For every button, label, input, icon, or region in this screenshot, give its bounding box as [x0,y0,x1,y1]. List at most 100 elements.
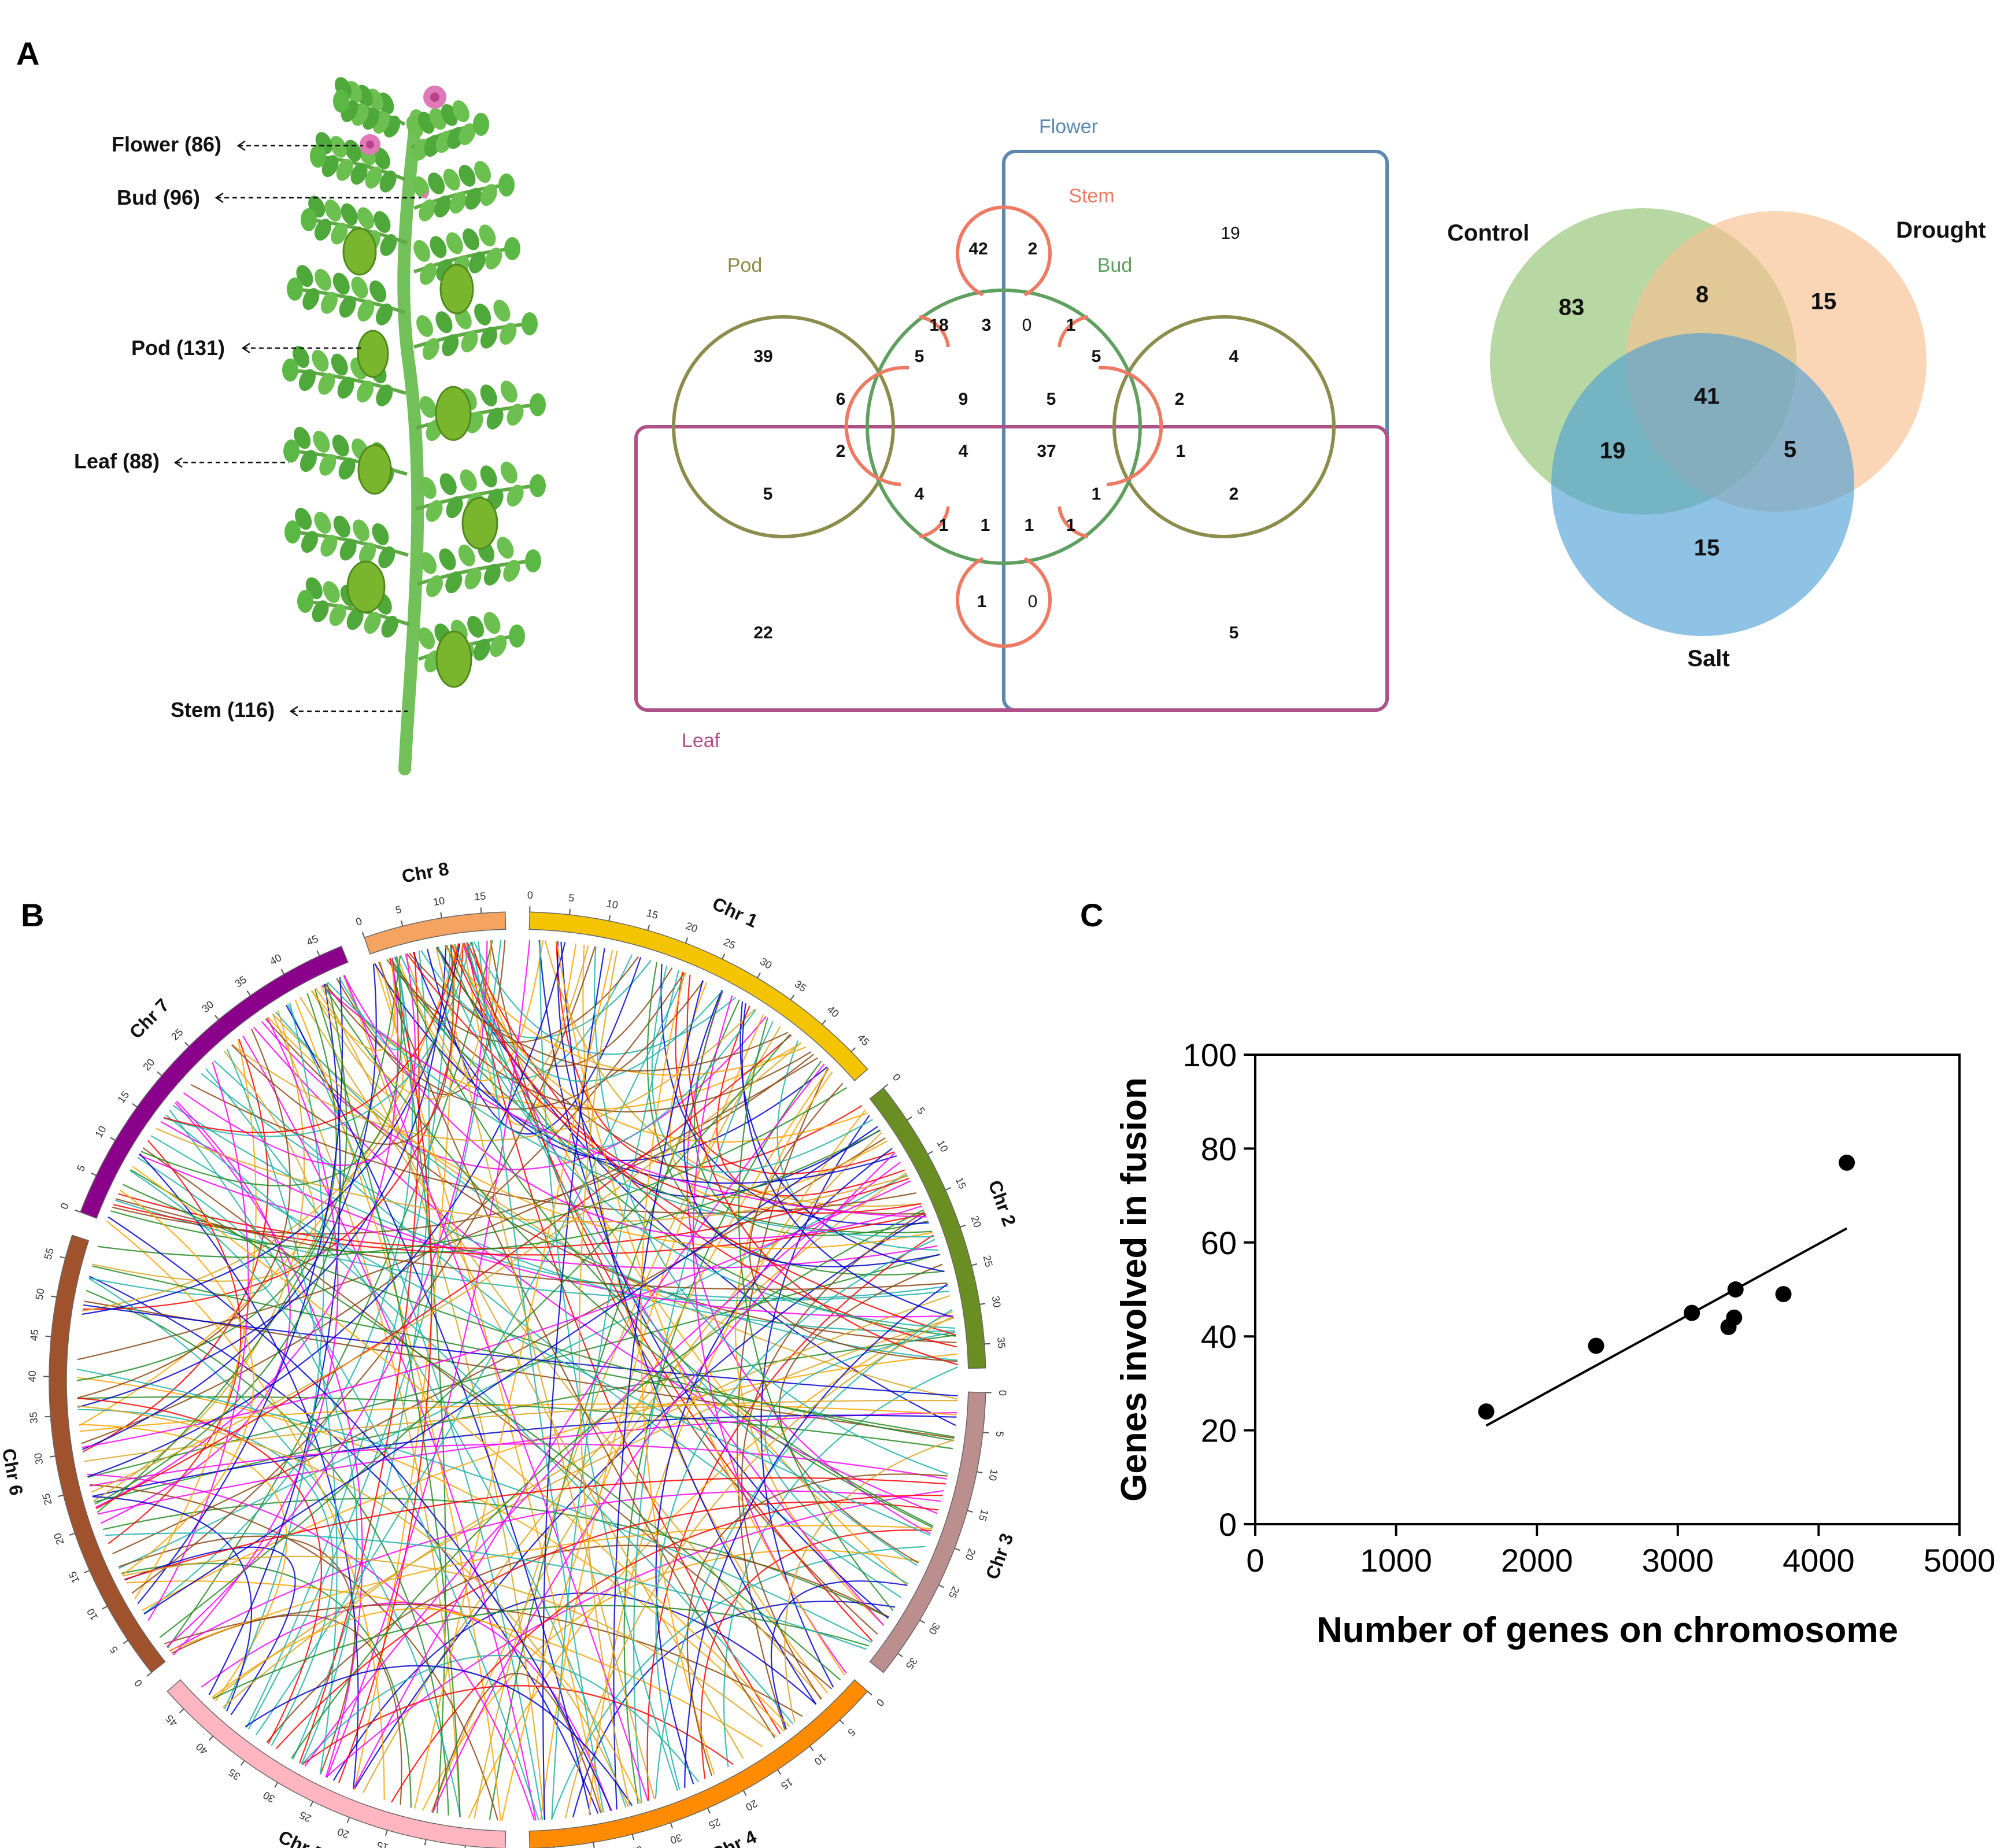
tick-mark [69,1532,75,1536]
tick-mark [132,1103,138,1108]
fusion-link [77,1029,291,1399]
leaflet-icon [369,280,387,302]
fusion-link [165,1114,794,1725]
leaflet-icon [320,291,338,314]
panel-b-letter: B [21,897,44,933]
tick-mark [593,1842,595,1848]
tick-label: 40 [268,952,283,967]
tick-label: 40 [825,1003,841,1019]
chromosome-arc [167,1679,506,1848]
tick-label: 30 [926,1621,942,1636]
tick-label: 15 [474,890,486,903]
leaflet-icon [439,548,456,571]
venn5-count: 1 [981,516,990,535]
fusion-link [478,941,604,1813]
fusion-link [390,958,812,1113]
stem-set-boundary [1098,365,1163,486]
x-tick-label: 1000 [1360,1542,1432,1579]
fusion-link [222,1295,951,1709]
leaflet-icon [479,224,496,247]
fusion-link [686,974,958,1366]
leaflet-icon [330,135,347,158]
fusion-link [406,953,956,1336]
y-tick-label: 40 [1201,1318,1237,1355]
x-axis-ticks: 0 1000 2000 3000 4000 5000 [1246,1524,1995,1579]
tick-label: 45 [164,1713,180,1729]
tick-label: 5 [108,1644,120,1655]
tick-mark [60,1256,66,1259]
tick-label: 10 [84,1606,100,1622]
leaflet-icon [497,537,514,559]
tick-mark [822,1019,827,1025]
fusion-link [432,1672,601,1813]
tick-label: 30 [32,1452,45,1465]
leaflet-icon [420,552,437,574]
fusion-link [124,1546,296,1716]
leaflet-icon [412,176,430,198]
tick-mark [919,1619,925,1624]
fusion-link [105,1532,867,1650]
leaflet-icon [344,139,361,162]
tick-mark [938,1584,944,1588]
venn5-count: 39 [753,347,772,366]
chromosome-arc [49,1235,166,1673]
x-tick-label: 2000 [1501,1542,1573,1579]
leaflet-icon [332,272,350,295]
tick-mark [184,1041,190,1047]
tick-label: 30 [669,1831,683,1846]
leaflet-icon [430,236,447,258]
leaflet-icon [300,450,317,472]
fusion-link [686,1473,948,1776]
tick-label: 30 [199,999,216,1015]
fusion-link [421,1549,919,1811]
fusion-link [332,1592,817,1781]
leaflet-icon [416,315,434,337]
leaflet-icon [446,496,463,519]
venn3-drought-label: Drought [1896,217,1986,243]
fusion-link [322,984,933,1528]
fusion-link [81,972,685,1444]
fusion-link [770,1580,908,1730]
leaflet-icon [295,508,312,530]
leaflet-icon [480,184,497,206]
fusion-link [231,944,454,1145]
leaflet-icon [506,404,524,426]
tick-mark [897,1653,903,1658]
chromosome-label: Chr 8 [400,858,450,887]
leaflet-icon [378,546,395,568]
tick-mark [982,1432,989,1434]
tick-mark [707,1808,711,1814]
leaflet-icon [341,203,358,226]
chromosome-arc [869,1087,986,1369]
tick-mark [49,1455,56,1458]
tick-label: 0 [58,1201,71,1211]
fusion-link [684,1283,948,1788]
tick-label: 30 [758,955,774,971]
fusion-link [112,1054,815,1235]
fusion-link [454,944,723,1082]
leaflet-icon [530,474,546,497]
venn5-count: 1 [1066,516,1076,535]
tick-label: 25 [40,1492,54,1506]
leaflet-icon [463,228,480,250]
fusion-link [471,941,757,1150]
leaflet-icon [301,531,318,553]
venn3-count: 15 [1694,535,1720,561]
fusion-link [542,948,605,1820]
fusion-link [291,1209,925,1759]
tick-mark [967,1510,973,1513]
fusion-link [777,1040,939,1251]
leaflet-icon [310,145,326,168]
fusion-link [655,1309,953,1799]
venn5-count: 5 [915,347,925,366]
flower-icon [360,86,446,155]
fusion-link [655,1239,936,1790]
venn3-count: 8 [1696,282,1709,308]
venn5-count: 1 [1025,516,1034,535]
fusion-link [159,1033,791,1638]
fusion-link [740,1001,945,1273]
y-tick-label: 0 [1219,1506,1237,1543]
fusion-link [651,965,873,1173]
tick-label: 10 [986,1468,1000,1482]
